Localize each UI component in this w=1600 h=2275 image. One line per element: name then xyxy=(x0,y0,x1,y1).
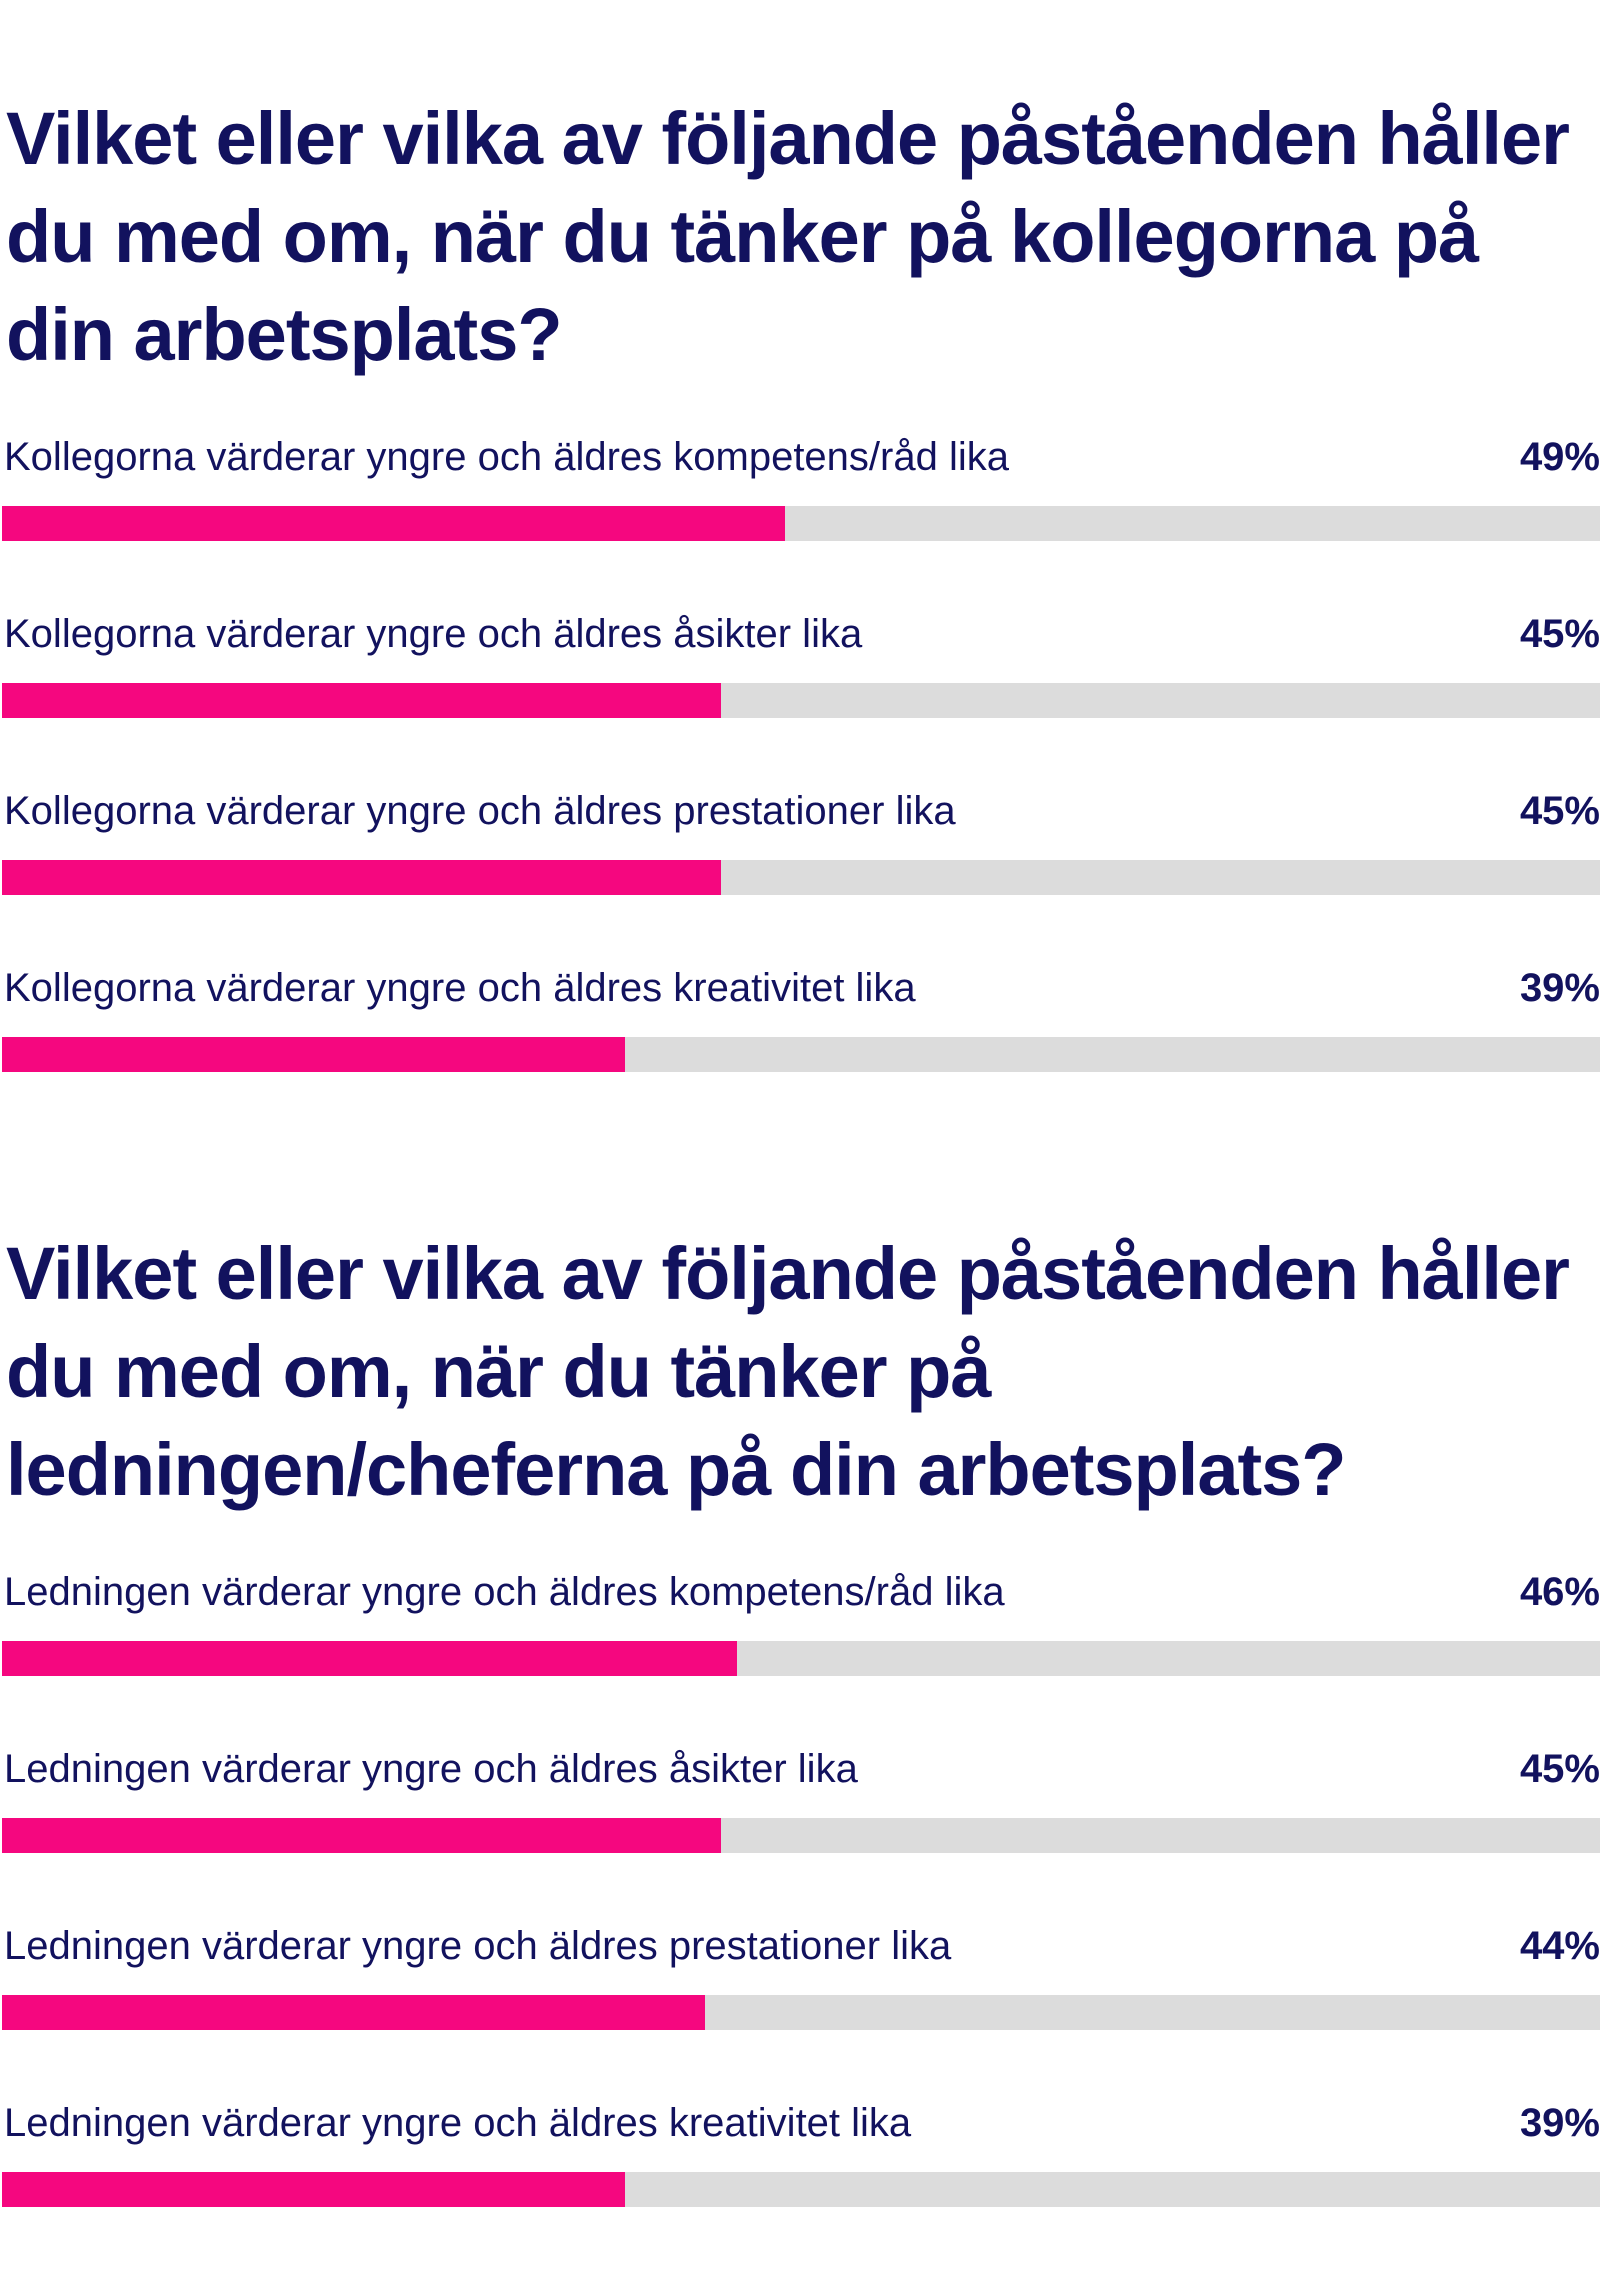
bar-track xyxy=(2,1818,1600,1853)
bar-track xyxy=(2,860,1600,895)
data-label: 45% xyxy=(1519,789,1600,833)
category-label: Kollegorna värderar yngre och äldres pre… xyxy=(4,789,956,833)
chart-section-management: Vilket eller vilka av följande påstående… xyxy=(0,1225,1600,2275)
category-label: Ledningen värderar yngre och äldres pres… xyxy=(4,1924,952,1968)
bar-row: Kollegorna värderar yngre och äldres kre… xyxy=(0,963,1600,1140)
data-label: 46% xyxy=(1519,1570,1600,1614)
bar-track xyxy=(2,2172,1600,2207)
bar xyxy=(2,1037,626,1072)
bar xyxy=(2,683,722,718)
bar-row: Kollegorna värderar yngre och äldres kom… xyxy=(0,432,1600,609)
bar-row: Ledningen värderar yngre och äldres komp… xyxy=(0,1567,1600,1744)
chart-section-colleagues: Vilket eller vilka av följande påstående… xyxy=(0,90,1600,1140)
category-label: Ledningen värderar yngre och äldres åsik… xyxy=(4,1747,858,1791)
bar xyxy=(2,506,786,541)
bar-row: Kollegorna värderar yngre och äldres åsi… xyxy=(0,609,1600,786)
bar-row: Kollegorna värderar yngre och äldres pre… xyxy=(0,786,1600,963)
bar xyxy=(2,1818,722,1853)
bar-row: Ledningen värderar yngre och äldres pres… xyxy=(0,1921,1600,2098)
bar-list-management: Ledningen värderar yngre och äldres komp… xyxy=(0,1567,1600,2275)
category-label: Kollegorna värderar yngre och äldres kre… xyxy=(4,966,916,1010)
bar xyxy=(2,860,722,895)
bar-row: Ledningen värderar yngre och äldres åsik… xyxy=(0,1744,1600,1921)
data-label: 44% xyxy=(1519,1924,1600,1968)
bar-row: Ledningen värderar yngre och äldres krea… xyxy=(0,2098,1600,2275)
bar xyxy=(2,1995,706,2030)
data-label: 39% xyxy=(1519,2101,1600,2145)
bar-track xyxy=(2,1037,1600,1072)
category-label: Kollegorna värderar yngre och äldres åsi… xyxy=(4,612,863,656)
bar-track xyxy=(2,683,1600,718)
bar xyxy=(2,1641,738,1676)
chart-title-colleagues: Vilket eller vilka av följande påstående… xyxy=(6,97,1570,376)
category-label: Ledningen värderar yngre och äldres krea… xyxy=(4,2101,912,2145)
bar-track xyxy=(2,1995,1600,2030)
data-label: 45% xyxy=(1519,1747,1600,1791)
category-label: Kollegorna värderar yngre och äldres kom… xyxy=(4,435,1009,479)
category-label: Ledningen värderar yngre och äldres komp… xyxy=(4,1570,1005,1614)
bar-track xyxy=(2,1641,1600,1676)
bar-track xyxy=(2,506,1600,541)
chart-title-management: Vilket eller vilka av följande påstående… xyxy=(6,1232,1570,1511)
data-label: 49% xyxy=(1519,435,1600,479)
bar xyxy=(2,2172,626,2207)
data-label: 39% xyxy=(1519,966,1600,1010)
data-label: 45% xyxy=(1519,612,1600,656)
bar-list-colleagues: Kollegorna värderar yngre och äldres kom… xyxy=(0,432,1600,1140)
